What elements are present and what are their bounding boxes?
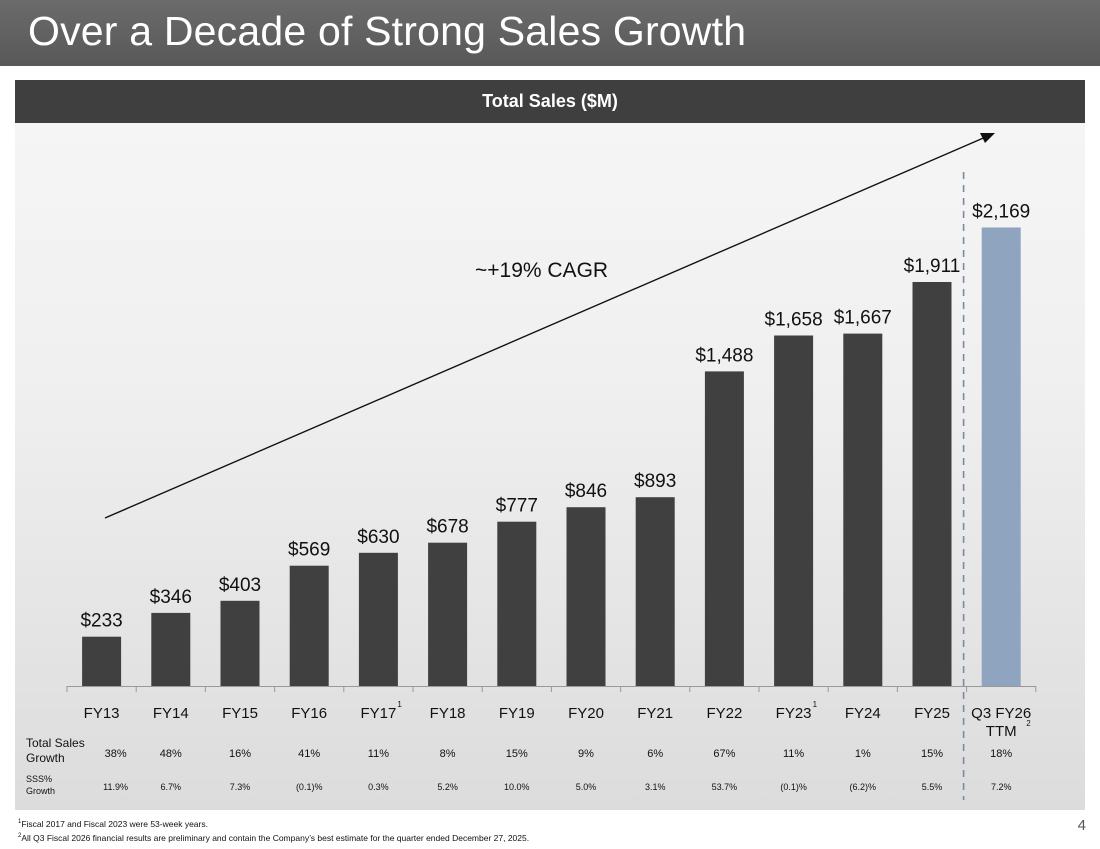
sss-growth-fy22: 53.7% [712,782,738,792]
total-sales-growth-fy25: 15% [921,748,943,760]
value-label-fy13: $233 [80,611,122,632]
x-tick-label-fy16: FY16 [291,705,327,722]
bar-fy14 [151,612,191,686]
row-header-total-sales-growth: Total Sales Growth [26,736,85,765]
cagr-annotation: ~+19% CAGR [475,259,608,282]
trend-arrow-head [980,133,995,143]
x-tick-label-fy24: FY24 [845,705,881,722]
bar-fy19 [497,521,537,686]
sss-growth-fy25: 5.5% [922,782,943,792]
value-label-fy15: $403 [219,575,261,596]
value-label-fy21: $893 [634,471,676,492]
total-sales-growth-fy17: 11% [368,748,389,760]
value-label-fy24: $1,667 [834,308,892,329]
total-sales-growth-fy20: 9% [578,748,594,760]
value-label-fy22: $1,488 [695,345,753,366]
sss-growth-fy13: 11.9% [103,782,128,792]
chart-header: Total Sales ($M) [15,80,1085,123]
trend-arrow-line [104,135,989,519]
slide-title: Over a Decade of Strong Sales Growth [28,8,747,54]
bar-fy20 [566,507,606,686]
total-sales-growth-fy24: 1% [855,748,871,760]
bar-fy15 [220,600,260,686]
total-sales-growth-fy13: 38% [105,748,127,760]
x-tick-label-fy25: FY25 [914,705,950,722]
total-sales-growth-fy14: 48% [160,748,182,760]
total-sales-growth-fy22: 67% [713,748,735,760]
x-tick-label-fy18: FY18 [430,705,466,722]
x-tick-label-q3-fy26-ttm: Q3 FY26 TTM [971,705,1031,740]
title-bar: Over a Decade of Strong Sales Growth [0,0,1100,66]
bar-fy16 [289,565,329,686]
footnote-1: 1Fiscal 2017 and Fiscal 2023 were 53-wee… [18,818,208,829]
total-sales-growth-fy15: 16% [229,748,251,760]
footnote-2: 2All Q3 Fiscal 2026 financial results ar… [18,832,530,843]
x-tick-label-fy19: FY19 [499,705,535,722]
x-tick-label-fy20: FY20 [568,705,604,722]
x-tick-label-fy21: FY21 [637,705,673,722]
sss-growth-fy20: 5.0% [576,782,597,792]
x-tick-label-fy23: FY23 [776,705,812,722]
bar-fy21 [635,497,675,686]
bar-fy23 [774,335,814,686]
chart-frame [15,80,1085,810]
total-sales-growth-fy23: 11% [783,748,804,760]
footnote-mark-fy23: 1 [813,700,818,709]
bar-q3-fy26-ttm [981,227,1021,686]
value-label-fy14: $346 [150,587,192,608]
x-tick-label-fy14: FY14 [153,705,189,722]
sss-growth-fy14: 6.7% [161,782,182,792]
total-sales-growth-q3-fy26-ttm: 18% [990,748,1012,760]
footnote-mark-q3-fy26-ttm: 2 [1026,719,1031,728]
value-label-fy23: $1,658 [765,310,823,331]
sss-growth-fy15: 7.3% [230,782,251,792]
sss-growth-fy18: 5.2% [437,782,458,792]
x-tick-label-fy22: FY22 [706,705,742,722]
sss-growth-fy19: 10.0% [504,782,530,792]
value-label-fy18: $678 [426,517,468,538]
x-tick-label-fy13: FY13 [84,705,120,722]
bar-fy13 [82,636,122,686]
value-label-q3-fy26-ttm: $2,169 [972,202,1030,223]
bar-fy17 [358,552,398,686]
value-label-fy17: $630 [357,527,399,548]
x-tick-label-fy15: FY15 [222,705,258,722]
sss-growth-q3-fy26-ttm: 7.2% [991,782,1012,792]
total-sales-growth-fy18: 8% [440,748,456,760]
total-sales-growth-fy16: 41% [298,748,320,760]
bar-fy25 [912,282,952,686]
sss-growth-fy17: 0.3% [368,782,389,792]
footnote-mark-fy17: 1 [397,700,402,709]
bar-fy18 [428,542,468,686]
page-number: 4 [1077,817,1086,834]
sss-growth-fy24: (6.2)% [850,782,877,792]
chart-title: Total Sales ($M) [482,91,618,111]
value-label-fy20: $846 [565,481,607,502]
bar-fy22 [704,371,744,686]
value-label-fy16: $569 [288,540,330,561]
sss-growth-fy21: 3.1% [645,782,666,792]
value-label-fy25: $1,911 [904,256,961,277]
sss-growth-fy23: (0.1)% [780,782,807,792]
total-sales-growth-fy21: 6% [647,748,663,760]
row-header-sss-growth: SSS% Growth [26,774,55,796]
footnotes: 1Fiscal 2017 and Fiscal 2023 were 53-wee… [18,816,529,844]
bar-fy24 [843,333,883,686]
sss-growth-fy16: (0.1)% [296,782,323,792]
value-label-fy19: $777 [496,496,538,517]
x-tick-label-fy17: FY17 [360,705,396,722]
total-sales-growth-fy19: 15% [506,748,528,760]
